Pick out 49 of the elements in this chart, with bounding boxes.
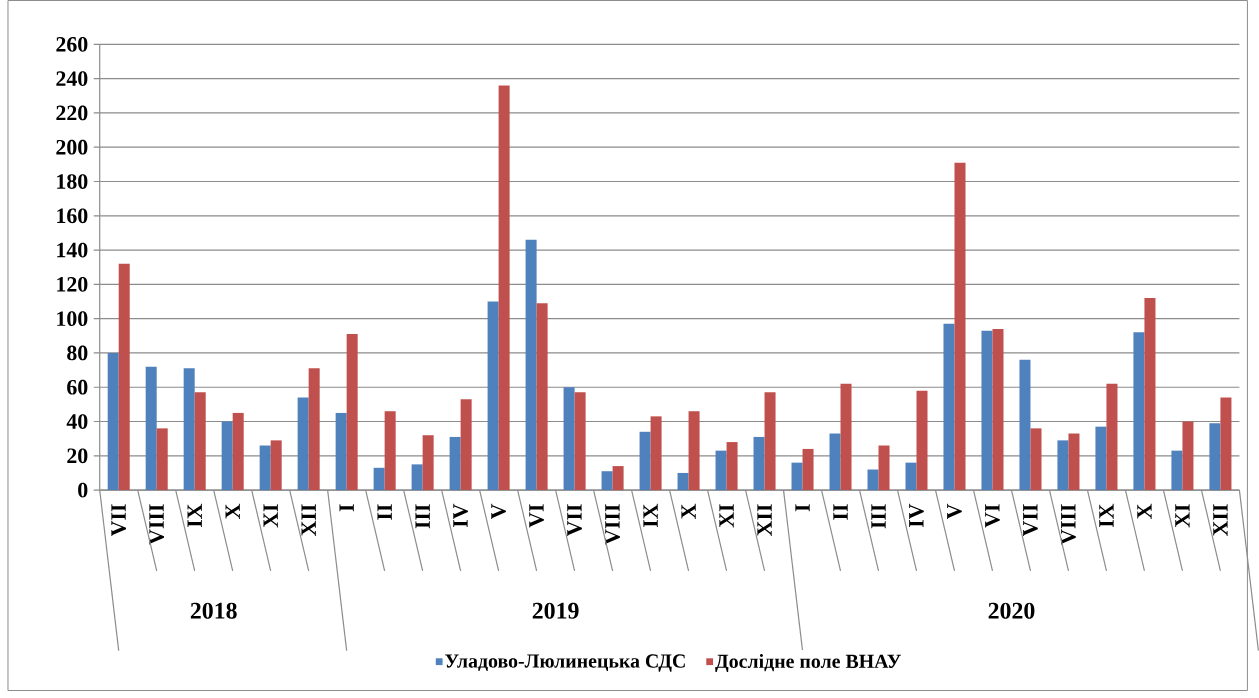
legend-label: Уладово-Люлинецька СДС: [445, 654, 685, 672]
x-tick-label: III: [871, 504, 886, 529]
y-tick-label: 160: [57, 208, 88, 223]
y-tick-label: 140: [57, 242, 88, 258]
x-tick-label: X: [225, 503, 240, 519]
y-tick-label: 200: [56, 139, 88, 155]
legend-label: Дослідне поле ВНАУ: [715, 653, 901, 672]
x-tick-label: I: [795, 504, 810, 512]
x-tick-label: V: [491, 503, 506, 519]
x-tick-label: IV: [453, 503, 468, 527]
x-tick-label: I: [339, 504, 354, 512]
y-tick-label: 220: [56, 105, 88, 121]
x-tick-label: XI: [263, 504, 278, 528]
y-tick-label: 180: [57, 173, 88, 189]
x-tick-label: VI: [985, 504, 1000, 528]
x-tick-label: VII: [567, 504, 582, 536]
y-tick-label: 40: [66, 413, 88, 429]
text: 2020: [988, 602, 1035, 619]
x-tick-label: II: [377, 504, 392, 520]
x-tick-label: VIII: [149, 504, 165, 545]
y-tick-label: 100: [57, 311, 88, 326]
y-tick-label: 60: [67, 379, 88, 395]
x-tick-label: VII: [1023, 504, 1038, 536]
y-tick-label: 0: [78, 482, 88, 498]
x-tick-label: IV: [909, 503, 924, 527]
x-tick-label: IX: [1099, 503, 1114, 527]
x-tick-label: VI: [529, 504, 544, 528]
x-tick-label: V: [947, 503, 962, 519]
y-tick-label: 120: [57, 276, 88, 292]
y-tick-label: 260: [56, 36, 88, 52]
y-tick-label: 80: [67, 345, 88, 361]
x-tick-label: III: [415, 504, 430, 529]
x-tick-label: XI: [1175, 504, 1190, 528]
y-tick-label: 20: [67, 448, 88, 463]
x-tick-label: XII: [1213, 504, 1228, 536]
y-tick-label: 240: [56, 71, 88, 86]
text: 2019: [532, 602, 579, 619]
x-tick-label: X: [1137, 503, 1152, 519]
x-tick-label: XII: [757, 504, 772, 536]
x-tick-label: VIII: [605, 504, 620, 545]
text: 2018: [190, 602, 237, 619]
x-tick-label: VIII: [1061, 504, 1076, 545]
x-tick-label: VII: [111, 504, 127, 536]
x-tick-label: XII: [301, 504, 316, 536]
x-tick-label: XI: [719, 504, 734, 528]
x-tick-label: II: [833, 504, 848, 520]
x-tick-label: X: [681, 503, 696, 519]
x-tick-label: IX: [187, 503, 202, 527]
x-tick-label: IX: [643, 503, 658, 527]
